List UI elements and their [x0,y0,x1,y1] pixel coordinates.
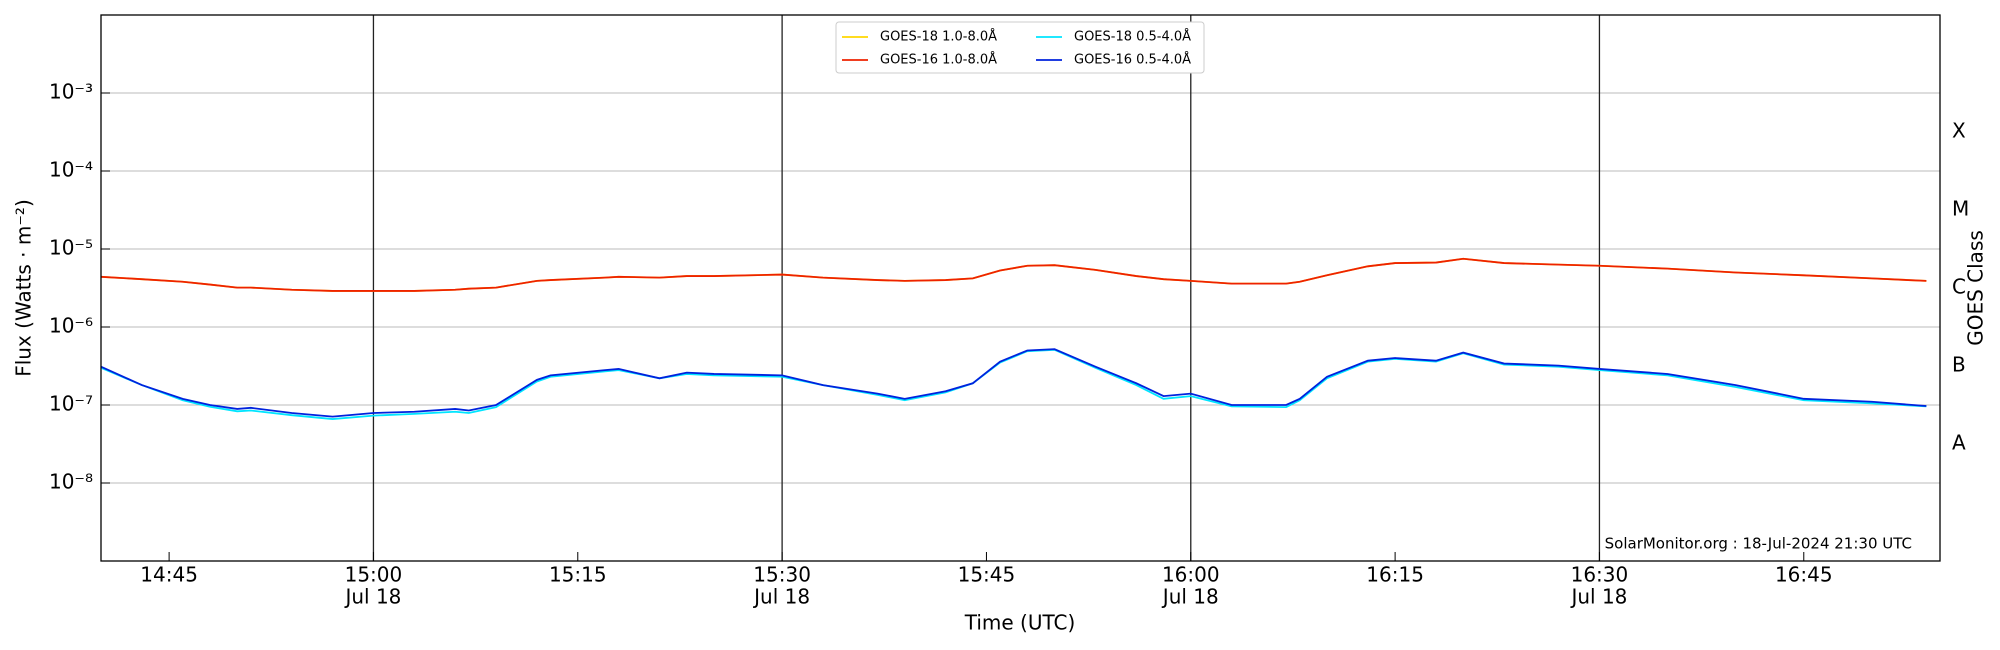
y2-axis-label: GOES Class [1964,230,1988,346]
annotation: SolarMonitor.org : 18-Jul-2024 21:30 UTC [1605,535,1912,553]
y-tick-label: 10⁻³ [49,80,93,104]
series-line [100,257,1927,292]
x-tick-label: 16:00 [1162,563,1220,587]
y-axis-label: Flux (Watts · m⁻²) [12,199,36,377]
y-tick-label: 10⁻⁵ [49,236,93,260]
x-tick-sublabel: Jul 18 [1569,585,1627,609]
y2-tick-label: A [1952,431,1966,455]
x-tick-label: 16:15 [1366,563,1424,587]
x-tick-sublabel: Jul 18 [752,585,810,609]
legend-box [835,21,1205,74]
legend-label: GOES-18 0.5-4.0Å [1074,29,1191,45]
y-tick-label: 10⁻⁶ [49,314,93,338]
y-tick-label: 10⁻⁷ [49,392,93,416]
y-tick-label: 10⁻⁸ [49,470,93,494]
x-axis-label: Time (UTC) [964,611,1076,635]
legend-label: GOES-16 0.5-4.0Å [1074,52,1191,68]
x-tick-label: 16:45 [1775,563,1833,587]
legend: GOES-18 1.0-8.0Å GOES-16 1.0-8.0Å GOES-18 … [835,21,1205,74]
x-tick-label: 15:15 [549,563,607,587]
y2-tick-label: X [1952,119,1966,143]
plot-frame [100,14,1941,562]
y-tick-label: 10⁻⁴ [49,158,93,182]
x-tick-label: 15:45 [958,563,1016,587]
x-tick-label: 15:00 [345,563,403,587]
x-tick-label: 14:45 [140,563,198,587]
y2-tick-label: C [1952,275,1966,299]
x-tick-label: 16:30 [1571,563,1629,587]
y2-tick-label: M [1952,197,1969,221]
x-tick-sublabel: Jul 18 [343,585,401,609]
legend-label: GOES-16 1.0-8.0Å [880,52,997,68]
series-line [100,348,1927,418]
y2-tick-label: B [1952,353,1966,377]
x-tick-label: 15:30 [753,563,811,587]
legend-label: GOES-18 1.0-8.0Å [880,29,997,45]
x-tick-sublabel: Jul 18 [1161,585,1219,609]
